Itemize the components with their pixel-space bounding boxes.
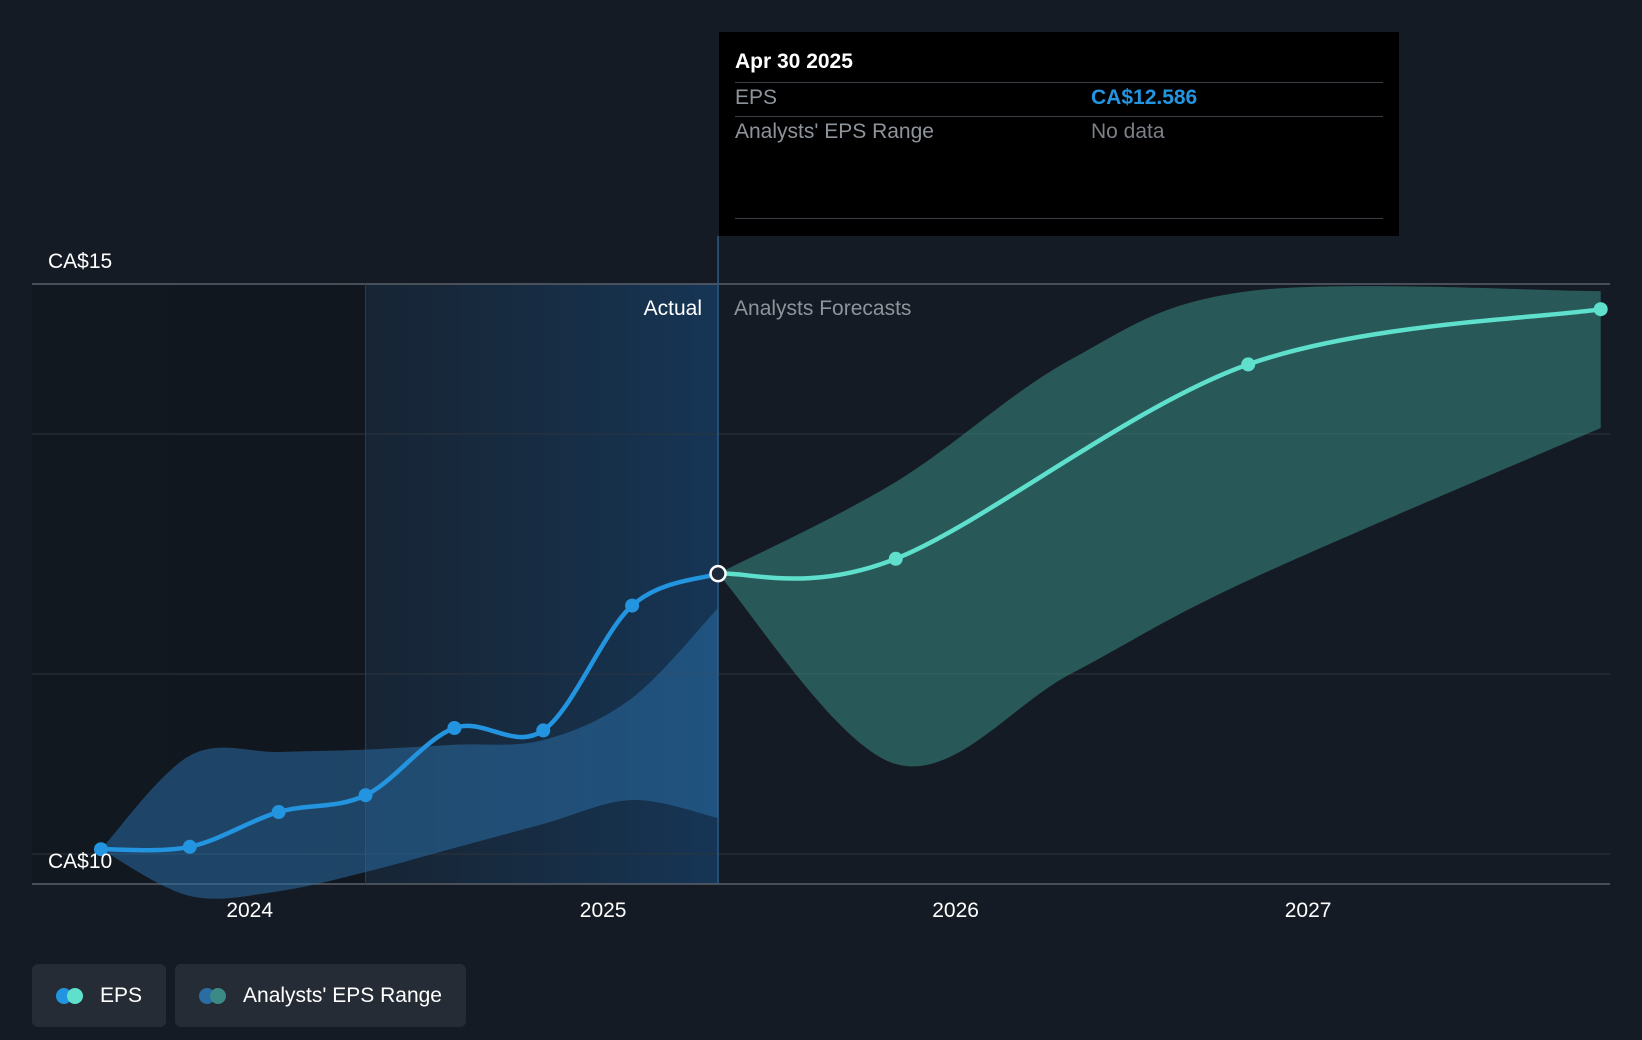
eps-point xyxy=(625,598,640,613)
chart-tooltip: Apr 30 2025 EPS CA$12.586 Analysts' EPS … xyxy=(719,32,1399,236)
legend-label-eps-range: Analysts' EPS Range xyxy=(243,983,442,1007)
eps-point xyxy=(447,721,462,735)
eps-line-actual xyxy=(98,571,721,853)
x-tick-label: 2024 xyxy=(226,899,273,922)
x-tick-label: 2027 xyxy=(1285,899,1332,922)
chart-legend: EPS Analysts' EPS Range xyxy=(32,964,466,1027)
legend-label-eps: EPS xyxy=(100,983,143,1007)
eps-line-forecast xyxy=(715,306,1603,581)
legend-swatch-eps xyxy=(56,987,88,1005)
tooltip-divider xyxy=(735,218,1383,219)
tooltip-divider xyxy=(735,116,1383,117)
eps-point xyxy=(182,839,197,854)
eps-point xyxy=(536,723,551,738)
eps-point xyxy=(271,805,286,819)
tooltip-divider xyxy=(735,82,1383,83)
legend-item-eps[interactable]: EPS xyxy=(32,964,167,1027)
x-tick-label: 2026 xyxy=(932,899,979,922)
legend-item-eps-range[interactable]: Analysts' EPS Range xyxy=(175,964,466,1027)
tooltip-eps-label: EPS xyxy=(735,86,778,109)
actual-region-label: Actual xyxy=(644,297,702,320)
tooltip-range-value: No data xyxy=(1091,120,1165,143)
eps-point-highlight xyxy=(709,564,727,583)
eps-point xyxy=(1593,302,1608,317)
eps-range-band-actual xyxy=(101,608,718,899)
y-tick-label: CA$15 xyxy=(48,250,112,273)
forecast-region-label: Analysts Forecasts xyxy=(734,297,911,320)
eps-point xyxy=(888,551,903,566)
eps-range-band-forecast xyxy=(718,286,1601,767)
tooltip-eps-value: CA$12.586 xyxy=(1091,86,1198,109)
tooltip-range-label: Analysts' EPS Range xyxy=(735,120,934,143)
tooltip-date: Apr 30 2025 xyxy=(735,50,853,73)
eps-point xyxy=(93,842,108,857)
eps-point xyxy=(1241,357,1256,372)
legend-swatch-eps-range xyxy=(199,987,231,1005)
x-tick-label: 2025 xyxy=(580,899,627,922)
eps-point xyxy=(358,788,373,803)
y-tick-label: CA$10 xyxy=(48,850,112,873)
